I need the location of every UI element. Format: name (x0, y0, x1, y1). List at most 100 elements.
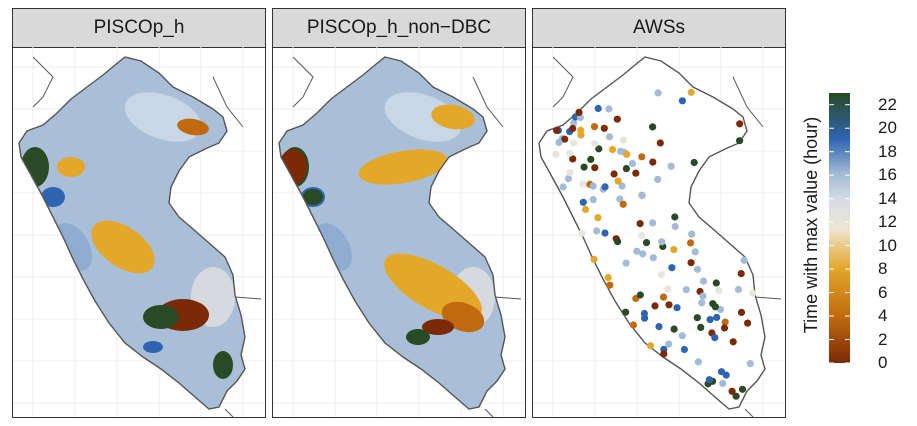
station-marker (632, 169, 640, 177)
facet-title-awss: AWSs (533, 9, 785, 48)
station-marker (736, 120, 744, 128)
station-marker (667, 162, 675, 170)
legend-tick-label: 20 (878, 118, 897, 138)
legend-tick-label: 0 (878, 353, 888, 372)
station-marker (619, 136, 627, 144)
station-marker (552, 150, 560, 158)
station-marker (711, 334, 719, 342)
legend-tick-label: 8 (878, 259, 888, 279)
station-marker (577, 126, 585, 134)
station-marker (589, 182, 597, 190)
station-marker (649, 158, 657, 166)
station-marker (655, 323, 663, 331)
station-marker (640, 309, 648, 318)
station-marker (613, 115, 621, 123)
station-marker (720, 324, 729, 332)
station-marker (633, 247, 641, 255)
legend-tick-label: 22 (878, 94, 897, 114)
station-marker (636, 291, 644, 299)
station-marker (687, 259, 695, 267)
station-marker (618, 182, 626, 190)
station-marker (561, 135, 569, 143)
legend-title-text: Time with max value (hour) (801, 117, 821, 333)
station-marker (693, 265, 702, 273)
station-marker (614, 177, 622, 185)
station-marker (694, 358, 702, 366)
station-marker (713, 313, 721, 321)
station-marker (665, 301, 673, 309)
station-marker (670, 325, 678, 333)
station-marker (570, 139, 578, 147)
station-marker (722, 371, 730, 379)
legend-tick-label: 16 (878, 165, 897, 185)
station-marker (678, 332, 686, 340)
station-marker (744, 319, 752, 327)
station-marker (646, 342, 655, 350)
station-marker (591, 140, 599, 148)
station-marker (579, 180, 587, 188)
station-marker (654, 175, 662, 183)
legend-title: Time with max value (hour) (801, 117, 821, 333)
legend-tick-label: 4 (878, 306, 888, 326)
station-marker (736, 137, 744, 145)
legend-tick-label: 6 (878, 282, 888, 302)
station-marker (699, 277, 708, 285)
station-marker (569, 124, 577, 133)
facet-title-pisco-non-dbc: PISCOp_h_non−DBC (273, 9, 525, 48)
station-marker (594, 104, 602, 113)
legend-tick-label: 12 (878, 212, 897, 232)
station-marker (660, 350, 668, 358)
station-marker (678, 97, 686, 105)
station-marker (622, 308, 630, 316)
station-marker (587, 155, 595, 163)
station-marker (589, 196, 597, 204)
station-marker (605, 133, 614, 141)
station-marker (656, 139, 664, 147)
station-marker (737, 270, 745, 278)
station-marker (628, 159, 637, 168)
station-marker (559, 183, 567, 191)
station-marker (729, 338, 737, 346)
station-marker (658, 238, 666, 246)
station-marker (575, 108, 583, 116)
station-marker (649, 254, 657, 262)
station-marker (622, 165, 630, 173)
colorbar-gradient (829, 93, 850, 363)
station-marker (614, 238, 622, 246)
station-marker (680, 345, 688, 354)
country-outline (18, 56, 246, 410)
station-marker (590, 255, 598, 263)
station-marker (711, 303, 719, 311)
station-marker (638, 232, 646, 240)
station-marker (569, 155, 577, 163)
station-marker (649, 219, 657, 227)
facet-panel-awss: AWSs (532, 8, 786, 418)
station-marker (671, 213, 679, 221)
map-awss (533, 47, 785, 417)
facet-panel-pisco-non-dbc: PISCOp_h_non−DBC (272, 8, 526, 418)
station-marker (638, 153, 646, 161)
station-marker (555, 138, 563, 146)
station-marker (670, 246, 678, 254)
station-marker (594, 214, 602, 222)
station-marker (578, 229, 586, 237)
station-marker (649, 123, 657, 131)
station-marker (570, 119, 578, 127)
station-marker (690, 158, 698, 167)
station-marker (591, 164, 599, 172)
station-marker (687, 239, 695, 247)
station-marker (740, 256, 748, 264)
station-marker (636, 220, 644, 228)
station-marker (746, 360, 754, 368)
station-marker (732, 392, 740, 400)
station-marker (582, 205, 590, 214)
station-marker (604, 274, 612, 282)
station-marker (606, 281, 614, 289)
station-marker (688, 230, 696, 238)
station-marker (600, 124, 608, 132)
station-marker (668, 264, 676, 272)
station-marker (605, 105, 613, 113)
station-marker (719, 379, 727, 387)
map-pisco (13, 47, 265, 417)
station-marker (693, 314, 701, 322)
